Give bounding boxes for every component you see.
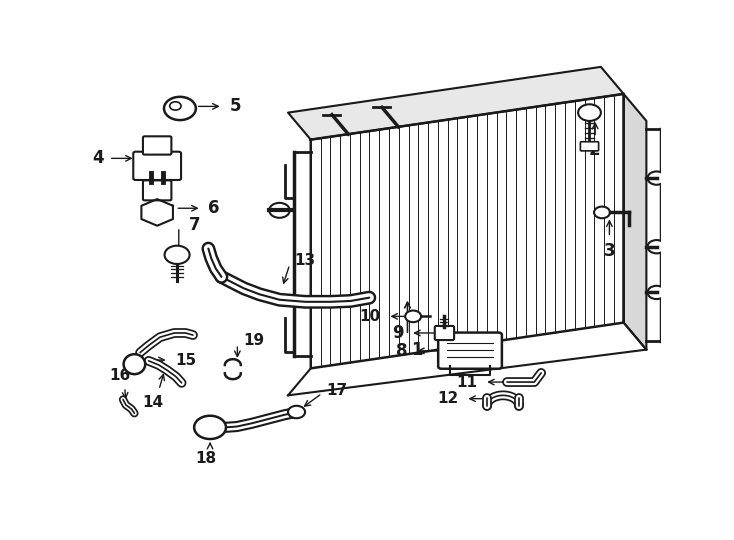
Text: 18: 18 <box>195 451 216 467</box>
Text: 16: 16 <box>109 368 131 383</box>
FancyBboxPatch shape <box>438 333 502 369</box>
Polygon shape <box>310 94 624 368</box>
Ellipse shape <box>123 354 145 374</box>
Polygon shape <box>142 199 173 226</box>
Circle shape <box>194 416 226 439</box>
Circle shape <box>594 207 610 218</box>
Circle shape <box>647 172 666 185</box>
Polygon shape <box>624 94 647 349</box>
Text: 6: 6 <box>208 199 220 217</box>
FancyBboxPatch shape <box>143 136 172 154</box>
Text: 1: 1 <box>412 341 423 359</box>
Text: 19: 19 <box>243 333 264 348</box>
Text: 4: 4 <box>92 150 103 167</box>
Text: 15: 15 <box>175 353 197 368</box>
Polygon shape <box>288 67 624 140</box>
Circle shape <box>578 104 601 121</box>
Text: 11: 11 <box>457 375 477 389</box>
Text: 17: 17 <box>326 383 347 398</box>
Text: 7: 7 <box>189 216 200 234</box>
Circle shape <box>647 286 666 299</box>
Circle shape <box>288 406 305 418</box>
Text: 10: 10 <box>360 309 381 324</box>
Circle shape <box>170 102 181 110</box>
FancyBboxPatch shape <box>143 180 172 200</box>
Circle shape <box>269 203 290 218</box>
FancyBboxPatch shape <box>435 326 454 340</box>
Text: 5: 5 <box>230 97 241 116</box>
FancyBboxPatch shape <box>581 141 599 151</box>
Text: 2: 2 <box>588 141 600 159</box>
Text: 13: 13 <box>294 253 316 268</box>
Circle shape <box>164 246 189 264</box>
Text: 14: 14 <box>142 395 164 410</box>
Circle shape <box>164 97 196 120</box>
Text: 3: 3 <box>603 241 615 260</box>
Text: 12: 12 <box>437 391 459 406</box>
Text: 9: 9 <box>392 324 404 342</box>
FancyBboxPatch shape <box>134 152 181 180</box>
Text: 8: 8 <box>396 342 407 360</box>
Circle shape <box>405 310 421 322</box>
Circle shape <box>647 240 666 253</box>
